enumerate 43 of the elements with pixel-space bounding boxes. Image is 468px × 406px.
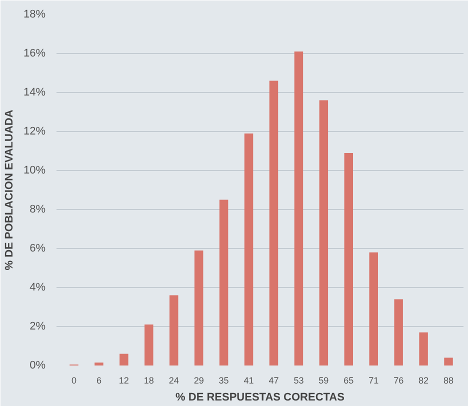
y-tick-label: 18%: [23, 8, 46, 20]
x-tick-label: 29: [194, 376, 204, 386]
x-axis-title: % DE RESPUESTAS CORECTAS: [176, 392, 344, 404]
y-axis-title: % DE POBLACION EVALUADA: [3, 110, 16, 270]
y-tick-label: 16%: [23, 48, 46, 60]
bar: [169, 295, 178, 366]
x-tick-label: 47: [268, 376, 279, 386]
x-tick-label: 65: [344, 376, 354, 386]
x-tick-label: 18: [144, 376, 154, 386]
bar: [269, 80, 278, 366]
x-tick-label: 35: [218, 376, 229, 386]
bar: [120, 354, 128, 366]
bar: [194, 250, 204, 366]
x-tick-label: 12: [118, 376, 129, 386]
x-tick-label: 82: [418, 376, 429, 386]
bar: [319, 100, 328, 366]
bar: [419, 332, 428, 366]
y-tick-label: 12%: [23, 126, 46, 138]
y-tick-label: 2%: [30, 320, 46, 332]
x-tick-label: 76: [394, 376, 404, 386]
bar: [444, 358, 453, 366]
bar: [294, 52, 304, 366]
y-tick-label: 8%: [30, 204, 46, 216]
x-tick-label: 71: [368, 376, 379, 386]
bar: [144, 324, 154, 366]
y-tick-label: 14%: [23, 86, 46, 98]
y-tick-label: 0%: [30, 360, 46, 372]
bar: [244, 133, 254, 366]
y-tick-label: 10%: [23, 164, 46, 176]
x-tick-label: 59: [318, 376, 329, 386]
y-tick-label: 6%: [30, 242, 46, 254]
bar: [94, 362, 104, 366]
x-tick-label: 24: [168, 376, 179, 386]
bar: [344, 152, 354, 366]
bar: [369, 252, 378, 366]
x-tick-label: 88: [444, 376, 454, 386]
x-tick-label: 6: [96, 376, 102, 386]
y-tick-label: 4%: [30, 282, 46, 294]
x-tick-label: 41: [244, 376, 254, 386]
bar: [394, 299, 403, 366]
x-tick-label: 53: [294, 376, 304, 386]
x-tick-label: 0: [71, 376, 76, 386]
bar: [219, 200, 228, 366]
